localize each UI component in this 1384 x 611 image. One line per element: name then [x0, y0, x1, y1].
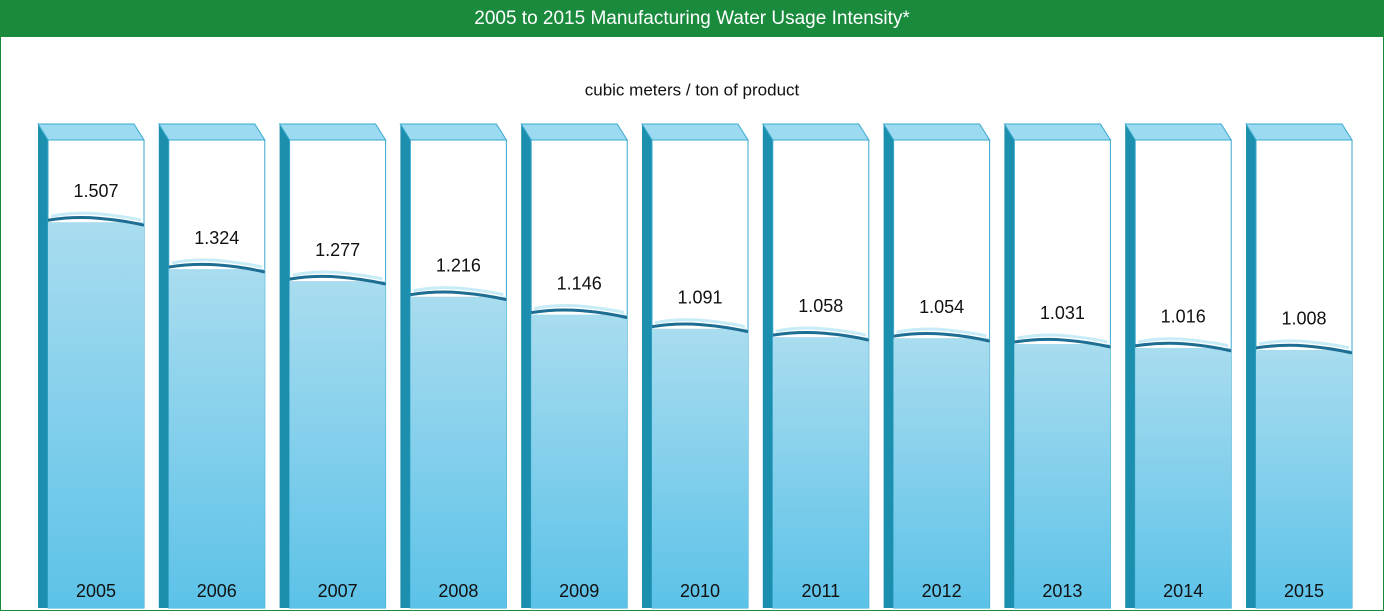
x-tick-label: 2008	[438, 581, 478, 601]
water	[1256, 349, 1352, 608]
water	[410, 296, 507, 608]
water-surface	[1255, 343, 1353, 355]
water-foam	[1258, 339, 1350, 350]
column-top	[1245, 123, 1353, 141]
value-label: 1.016	[1161, 307, 1206, 327]
column-side	[158, 124, 169, 608]
x-tick-label: 2012	[922, 581, 962, 601]
value-label: 1.058	[798, 296, 843, 316]
water-surface	[289, 274, 386, 286]
water-surface	[530, 308, 628, 320]
water-foam	[1137, 337, 1229, 348]
column-side	[762, 124, 773, 608]
value-label: 1.277	[315, 240, 360, 260]
water	[772, 337, 869, 608]
water-surface	[893, 332, 990, 343]
x-tick-label: 2015	[1284, 581, 1324, 601]
value-label: 1.146	[557, 273, 602, 293]
column-top	[1003, 123, 1112, 141]
water-foam	[654, 318, 746, 329]
water-surface	[1134, 341, 1232, 353]
column-side	[400, 124, 411, 608]
water-surface	[168, 262, 266, 274]
column-top	[1124, 123, 1233, 141]
chart-title: 2005 to 2015 Manufacturing Water Usage I…	[474, 8, 910, 29]
water	[168, 269, 265, 608]
column-side	[279, 124, 290, 608]
column-top	[882, 123, 991, 141]
value-label: 1.008	[1281, 309, 1326, 329]
water	[1135, 347, 1232, 608]
column-side	[521, 124, 532, 608]
value-label: 1.091	[677, 287, 722, 307]
value-label: 1.054	[919, 297, 964, 317]
header-bar	[0, 0, 1384, 37]
column-top	[641, 123, 749, 141]
value-label: 1.216	[436, 255, 481, 275]
column-top	[761, 123, 870, 141]
water-foam	[171, 258, 263, 269]
water	[531, 314, 628, 608]
water-foam	[896, 327, 987, 338]
value-label: 1.031	[1040, 303, 1085, 323]
water	[893, 338, 990, 608]
column-side	[1004, 124, 1015, 608]
water-foam	[413, 286, 504, 297]
x-tick-label: 2005	[76, 581, 116, 601]
water-surface	[1014, 337, 1111, 349]
x-tick-label: 2006	[197, 581, 237, 601]
water-surface	[772, 330, 870, 342]
water-surface	[651, 322, 749, 334]
column-top	[157, 123, 266, 141]
column-side	[883, 124, 894, 608]
water-foam	[292, 270, 383, 281]
x-tick-label: 2009	[559, 581, 599, 601]
value-label: 1.324	[194, 228, 239, 248]
x-tick-label: 2013	[1042, 581, 1082, 601]
column-top	[37, 123, 145, 141]
water-surface	[410, 290, 507, 302]
column-side	[642, 124, 652, 608]
water-foam	[1017, 333, 1108, 344]
x-tick-label: 2007	[318, 581, 358, 601]
x-tick-label: 2011	[801, 581, 840, 601]
x-tick-label: 2010	[680, 581, 720, 601]
x-tick-label: 2014	[1163, 581, 1203, 601]
column-side	[38, 124, 48, 608]
water	[48, 222, 144, 608]
column-top	[278, 123, 387, 141]
water-foam	[50, 211, 142, 222]
column-side	[1125, 124, 1136, 608]
water-foam	[775, 326, 867, 337]
value-label: 1.507	[73, 181, 118, 201]
column-top	[399, 123, 508, 141]
water	[652, 328, 748, 608]
water	[1014, 344, 1111, 608]
water-surface	[47, 216, 145, 227]
water-foam	[533, 303, 625, 315]
column-top	[520, 123, 629, 141]
chart-subtitle: cubic meters / ton of product	[585, 80, 800, 99]
column-side	[1246, 124, 1256, 608]
water	[289, 281, 386, 608]
